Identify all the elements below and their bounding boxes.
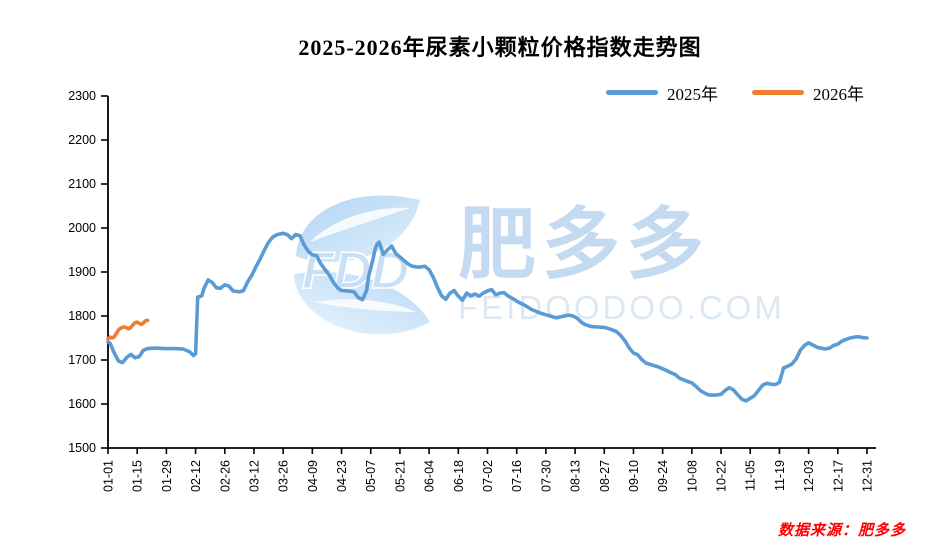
x-axis-label: 02-26: [218, 460, 232, 492]
legend-swatch-2026-icon: [752, 90, 804, 95]
series-line-2025年: [106, 231, 869, 403]
legend: 2025年 2026年: [606, 80, 864, 105]
x-axis-label: 12-17: [831, 460, 845, 492]
x-axis-label: 07-02: [481, 460, 495, 492]
legend-swatch-2025-icon: [606, 90, 658, 95]
legend-label-2026: 2026年: [813, 85, 864, 104]
x-axis-label: 10-22: [715, 460, 729, 492]
x-axis-label: 09-24: [656, 460, 670, 492]
x-axis-label: 05-07: [364, 460, 378, 492]
y-axis-label: 1900: [68, 265, 96, 279]
x-axis-label: 08-27: [598, 460, 612, 492]
x-axis-label: 01-29: [160, 460, 174, 492]
y-axis-label: 1700: [68, 353, 96, 367]
y-axis-label: 2000: [68, 221, 96, 235]
legend-item-2026: 2026年: [752, 80, 864, 105]
legend-label-2025: 2025年: [667, 85, 718, 104]
x-axis-label: 03-26: [277, 460, 291, 492]
series-line-2026年: [106, 318, 150, 341]
x-axis-label: 09-10: [627, 460, 641, 492]
x-axis-label: 12-31: [861, 460, 875, 492]
y-axis-label: 2100: [68, 177, 96, 191]
source-note: 数据来源：肥多多: [777, 523, 906, 539]
y-axis-label: 2200: [68, 133, 96, 147]
x-axis-label: 04-09: [306, 460, 320, 492]
y-axis-label: 1800: [68, 309, 96, 323]
watermark-domain: FEIDOODOO.COM: [458, 289, 785, 326]
x-axis-label: 12-03: [802, 460, 816, 492]
x-axis-label: 11-05: [744, 460, 758, 491]
watermark: FDD 肥多多 FEIDOODOO.COM: [280, 178, 785, 350]
watermark-text: 肥多多 FEIDOODOO.COM: [458, 202, 785, 326]
x-axis-label: 01-01: [102, 460, 116, 492]
x-axis-label: 01-15: [131, 460, 145, 492]
x-axis-label: 10-08: [685, 460, 699, 492]
watermark-brand: 肥多多: [458, 201, 711, 288]
x-axis-label: 05-21: [393, 460, 407, 492]
x-axis-label: 06-04: [423, 460, 437, 492]
x-axis-label: 06-18: [452, 460, 466, 492]
x-axis-label: 02-12: [189, 460, 203, 492]
x-axis-label: 03-12: [247, 460, 261, 492]
x-axis-label: 07-16: [510, 460, 524, 492]
chart-title: 2025-2026年尿素小颗粒价格指数走势图: [298, 35, 702, 60]
legend-item-2025: 2025年: [606, 80, 718, 105]
x-axis-label: 08-13: [569, 460, 583, 492]
x-axis-label: 07-30: [539, 460, 553, 492]
x-axis-label: 04-23: [335, 460, 349, 492]
fdd-leaf-logo-icon: FDD: [294, 195, 430, 335]
y-axis-label: 1600: [68, 397, 96, 411]
x-axis-label: 11-19: [773, 460, 787, 491]
y-axis-label: 2300: [68, 89, 96, 103]
y-axis-label: 1500: [68, 441, 96, 455]
fdd-logo-text: FDD: [302, 242, 409, 300]
